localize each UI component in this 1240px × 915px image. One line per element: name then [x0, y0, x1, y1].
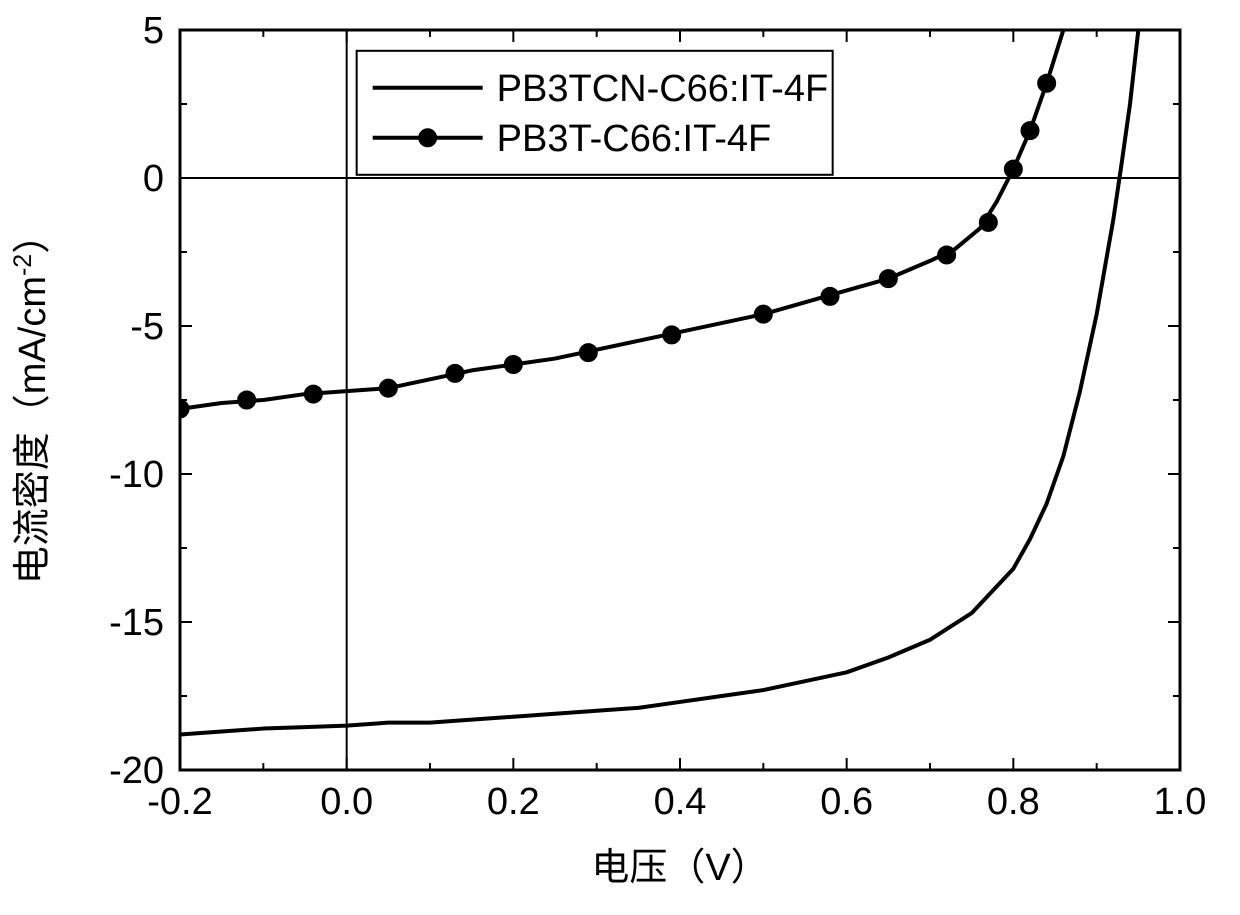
- legend-label: PB3TCN-C66:IT-4F: [497, 68, 829, 110]
- jv-curve-chart: -0.20.00.20.40.60.81.0-20-15-10-505 电压（V…: [0, 0, 1240, 915]
- series-marker-1: [1038, 74, 1056, 92]
- x-tick-label: 0.2: [487, 781, 540, 823]
- series-marker-1: [821, 287, 839, 305]
- x-tick-label: 0.8: [987, 781, 1040, 823]
- y-axis-label: 电流密度（mA/cm-2）: [9, 216, 54, 584]
- x-axis-label: 电压（V）: [591, 847, 768, 889]
- y-tick-label: -15: [109, 602, 164, 644]
- legend-label: PB3T-C66:IT-4F: [497, 118, 772, 160]
- y-tick-label: -10: [109, 454, 164, 496]
- series-marker-1: [379, 379, 397, 397]
- series-marker-1: [879, 270, 897, 288]
- x-tick-label: 0.4: [654, 781, 707, 823]
- series-marker-1: [579, 344, 597, 362]
- series-marker-1: [938, 246, 956, 264]
- y-tick-label: 0: [143, 158, 164, 200]
- series-marker-1: [504, 355, 522, 373]
- y-tick-label: 5: [143, 10, 164, 52]
- series-marker-1: [238, 391, 256, 409]
- x-tick-label: 1.0: [1154, 781, 1207, 823]
- legend-swatch-marker: [419, 129, 437, 147]
- series-marker-1: [979, 213, 997, 231]
- series-marker-1: [754, 305, 772, 323]
- series-marker-1: [446, 364, 464, 382]
- series-marker-1: [663, 326, 681, 344]
- legend: PB3TCN-C66:IT-4F PB3T-C66:IT-4F: [357, 51, 833, 175]
- y-tick-label: -20: [109, 750, 164, 792]
- series-marker-1: [1004, 160, 1022, 178]
- series-marker-1: [1021, 122, 1039, 140]
- y-tick-label: -5: [130, 306, 164, 348]
- x-tick-label: 0.6: [820, 781, 873, 823]
- series-marker-1: [304, 385, 322, 403]
- x-tick-label: 0.0: [320, 781, 373, 823]
